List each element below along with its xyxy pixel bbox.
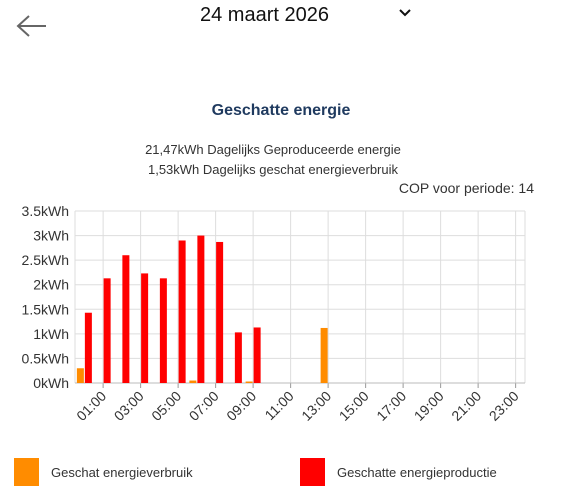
bar-production [234,332,242,383]
x-tick-label: 11:00 [261,388,297,424]
x-tick-label: 15:00 [336,388,372,424]
bar-consumption [76,368,84,383]
chart-title: Geschatte energie [211,102,351,119]
bar-production [216,241,224,383]
x-tick-label: 21:00 [448,388,484,424]
x-tick-label: 13:00 [298,388,334,424]
y-tick-label: 0kWh [33,375,69,391]
date-value: 24 maart 2026 [200,3,329,26]
legend-swatch-consumption [14,458,39,486]
energy-bar-chart: 0kWh 0.5kWh 1kWh 1.5kWh 2kWh 2.5kWh 3kWh 3.5kWh… [22,203,526,424]
bar-production [103,278,111,383]
y-tick-label: 1kWh [33,326,69,342]
chevron-down-icon [399,9,411,17]
x-tick-label: 19:00 [411,388,447,424]
bar-consumption [320,327,328,383]
bar-production [197,235,205,383]
y-tick-label: 0.5kWh [22,350,69,366]
date-select[interactable]: 24 maart 2026 [190,0,430,30]
cop-summary: COP voor periode: 14 [398,180,534,196]
bar-production [159,278,167,383]
legend-label-consumption: Geschat energieverbruik [51,464,193,480]
x-tick-label: 03:00 [111,388,147,424]
bar-production [122,255,130,383]
y-tick-label: 2kWh [33,277,69,293]
y-tick-label: 3.5kWh [22,203,69,219]
legend-label-production: Geschatte energieproductie [337,464,497,480]
legend-swatch-production [300,458,325,486]
bar-consumption [245,381,253,383]
x-tick-label: 09:00 [223,388,259,424]
back-button[interactable] [12,8,52,44]
bar-consumption [189,380,197,383]
legend-production[interactable]: Geschatte energieproductie [300,458,497,486]
arrow-left-icon [16,15,46,37]
bar-production [84,312,92,383]
y-tick-label: 1.5kWh [22,301,69,317]
bar-production [141,273,149,383]
bar-production [253,327,261,383]
x-tick-label: 17:00 [373,388,409,424]
x-tick-label: 05:00 [148,388,184,424]
y-tick-label: 3kWh [33,228,69,244]
legend-consumption[interactable]: Geschat energieverbruik [14,458,193,486]
x-tick-label: 01:00 [73,388,109,424]
x-tick-label: 07:00 [186,388,222,424]
bar-production [178,240,186,383]
production-summary: 21,47kWh Dagelijks Geproduceerde energie [145,142,401,157]
x-tick-label: 23:00 [486,388,522,424]
y-tick-label: 2.5kWh [22,252,69,268]
consumption-summary: 1,53kWh Dagelijks geschat energieverbrui… [147,162,398,177]
